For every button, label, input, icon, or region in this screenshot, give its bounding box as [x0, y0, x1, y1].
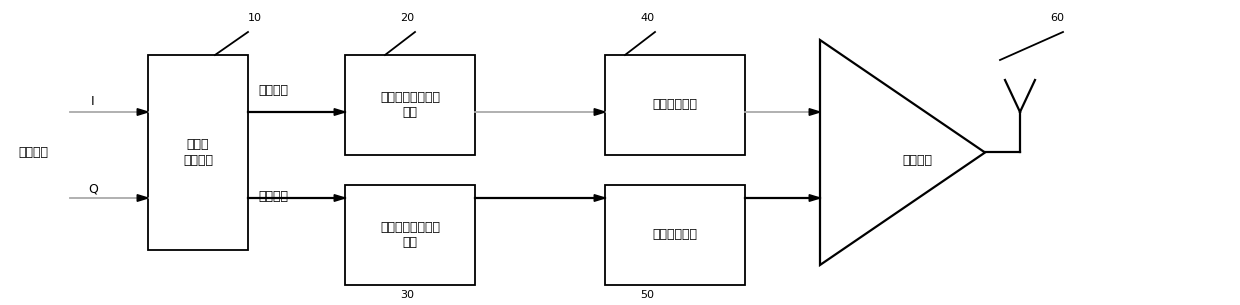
Bar — [148, 55, 248, 250]
Text: 30: 30 — [401, 290, 414, 300]
Text: 极坐标
转换单元: 极坐标 转换单元 — [184, 138, 213, 167]
Polygon shape — [138, 195, 148, 201]
Bar — [605, 185, 745, 285]
Bar — [345, 55, 475, 155]
Text: 10: 10 — [248, 13, 262, 23]
Text: 40: 40 — [640, 13, 655, 23]
Bar — [605, 55, 745, 155]
Text: 幅度调制单元: 幅度调制单元 — [652, 99, 697, 112]
Text: 20: 20 — [401, 13, 414, 23]
Polygon shape — [810, 109, 820, 115]
Text: 幅度信息: 幅度信息 — [258, 84, 288, 96]
Text: 60: 60 — [1050, 13, 1064, 23]
Text: 第一数字控制延时
单元: 第一数字控制延时 单元 — [379, 91, 440, 119]
Polygon shape — [335, 109, 345, 115]
Polygon shape — [594, 109, 605, 115]
Text: 50: 50 — [640, 290, 653, 300]
Text: 功放单元: 功放单元 — [903, 154, 932, 167]
Text: Q: Q — [88, 182, 98, 195]
Text: 第二数字控制延时
单元: 第二数字控制延时 单元 — [379, 221, 440, 249]
Text: 相位信号: 相位信号 — [258, 189, 288, 203]
Polygon shape — [810, 195, 820, 201]
Polygon shape — [335, 195, 345, 201]
Text: 相位调制单元: 相位调制单元 — [652, 228, 697, 242]
Text: 基带信号: 基带信号 — [19, 145, 48, 159]
Bar — [345, 185, 475, 285]
Text: I: I — [92, 95, 94, 108]
Polygon shape — [138, 109, 148, 115]
Polygon shape — [594, 195, 605, 201]
